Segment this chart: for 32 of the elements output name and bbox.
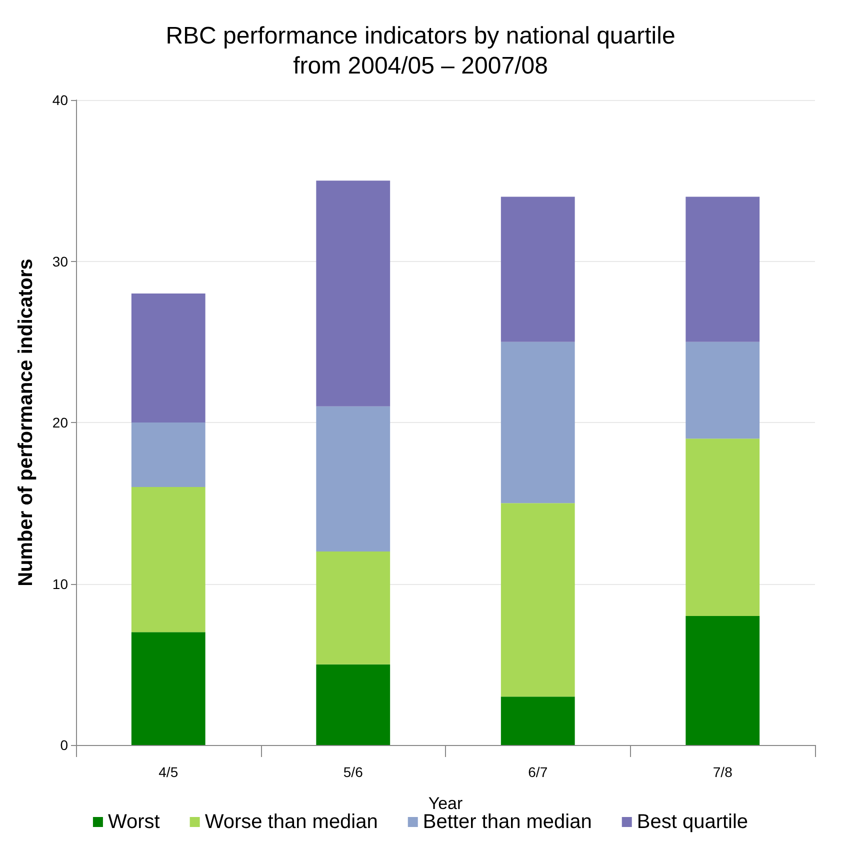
bar — [500, 696, 575, 745]
bar — [316, 664, 390, 745]
x-tick-label: 4/5 — [158, 764, 178, 780]
legend-label: Best quartile — [636, 811, 748, 833]
legend-label: Worse than median — [204, 811, 378, 833]
bar — [316, 406, 390, 552]
bar — [686, 196, 760, 342]
bar — [500, 503, 575, 697]
legend-label: Better than median — [422, 811, 592, 833]
x-tick-label: 6/7 — [528, 764, 548, 780]
bar — [131, 294, 206, 422]
y-tick-label: 10 — [52, 576, 68, 592]
y-axis-title: Number of performance indicators — [15, 258, 37, 586]
bar — [686, 438, 760, 616]
bar — [316, 180, 390, 406]
y-tick-label: 30 — [52, 253, 68, 270]
bar — [500, 342, 575, 504]
bar — [686, 616, 760, 745]
chart-title: RBC performance indicators by national quartile from 2004/05 – 2007/08 — [166, 22, 676, 80]
bar — [686, 342, 760, 439]
bar — [131, 422, 206, 487]
legend-label: Worst — [108, 811, 160, 833]
x-axis-title: Year — [428, 794, 464, 813]
bar — [131, 632, 206, 745]
x-tick-label: 7/8 — [712, 764, 733, 780]
bar — [500, 196, 575, 342]
y-tick-label: 20 — [52, 414, 68, 430]
x-tick-label: 5/6 — [343, 764, 364, 780]
bar — [131, 487, 206, 632]
y-tick-label: 0 — [60, 737, 68, 753]
bar — [316, 552, 390, 664]
y-tick-label: 40 — [52, 92, 68, 108]
